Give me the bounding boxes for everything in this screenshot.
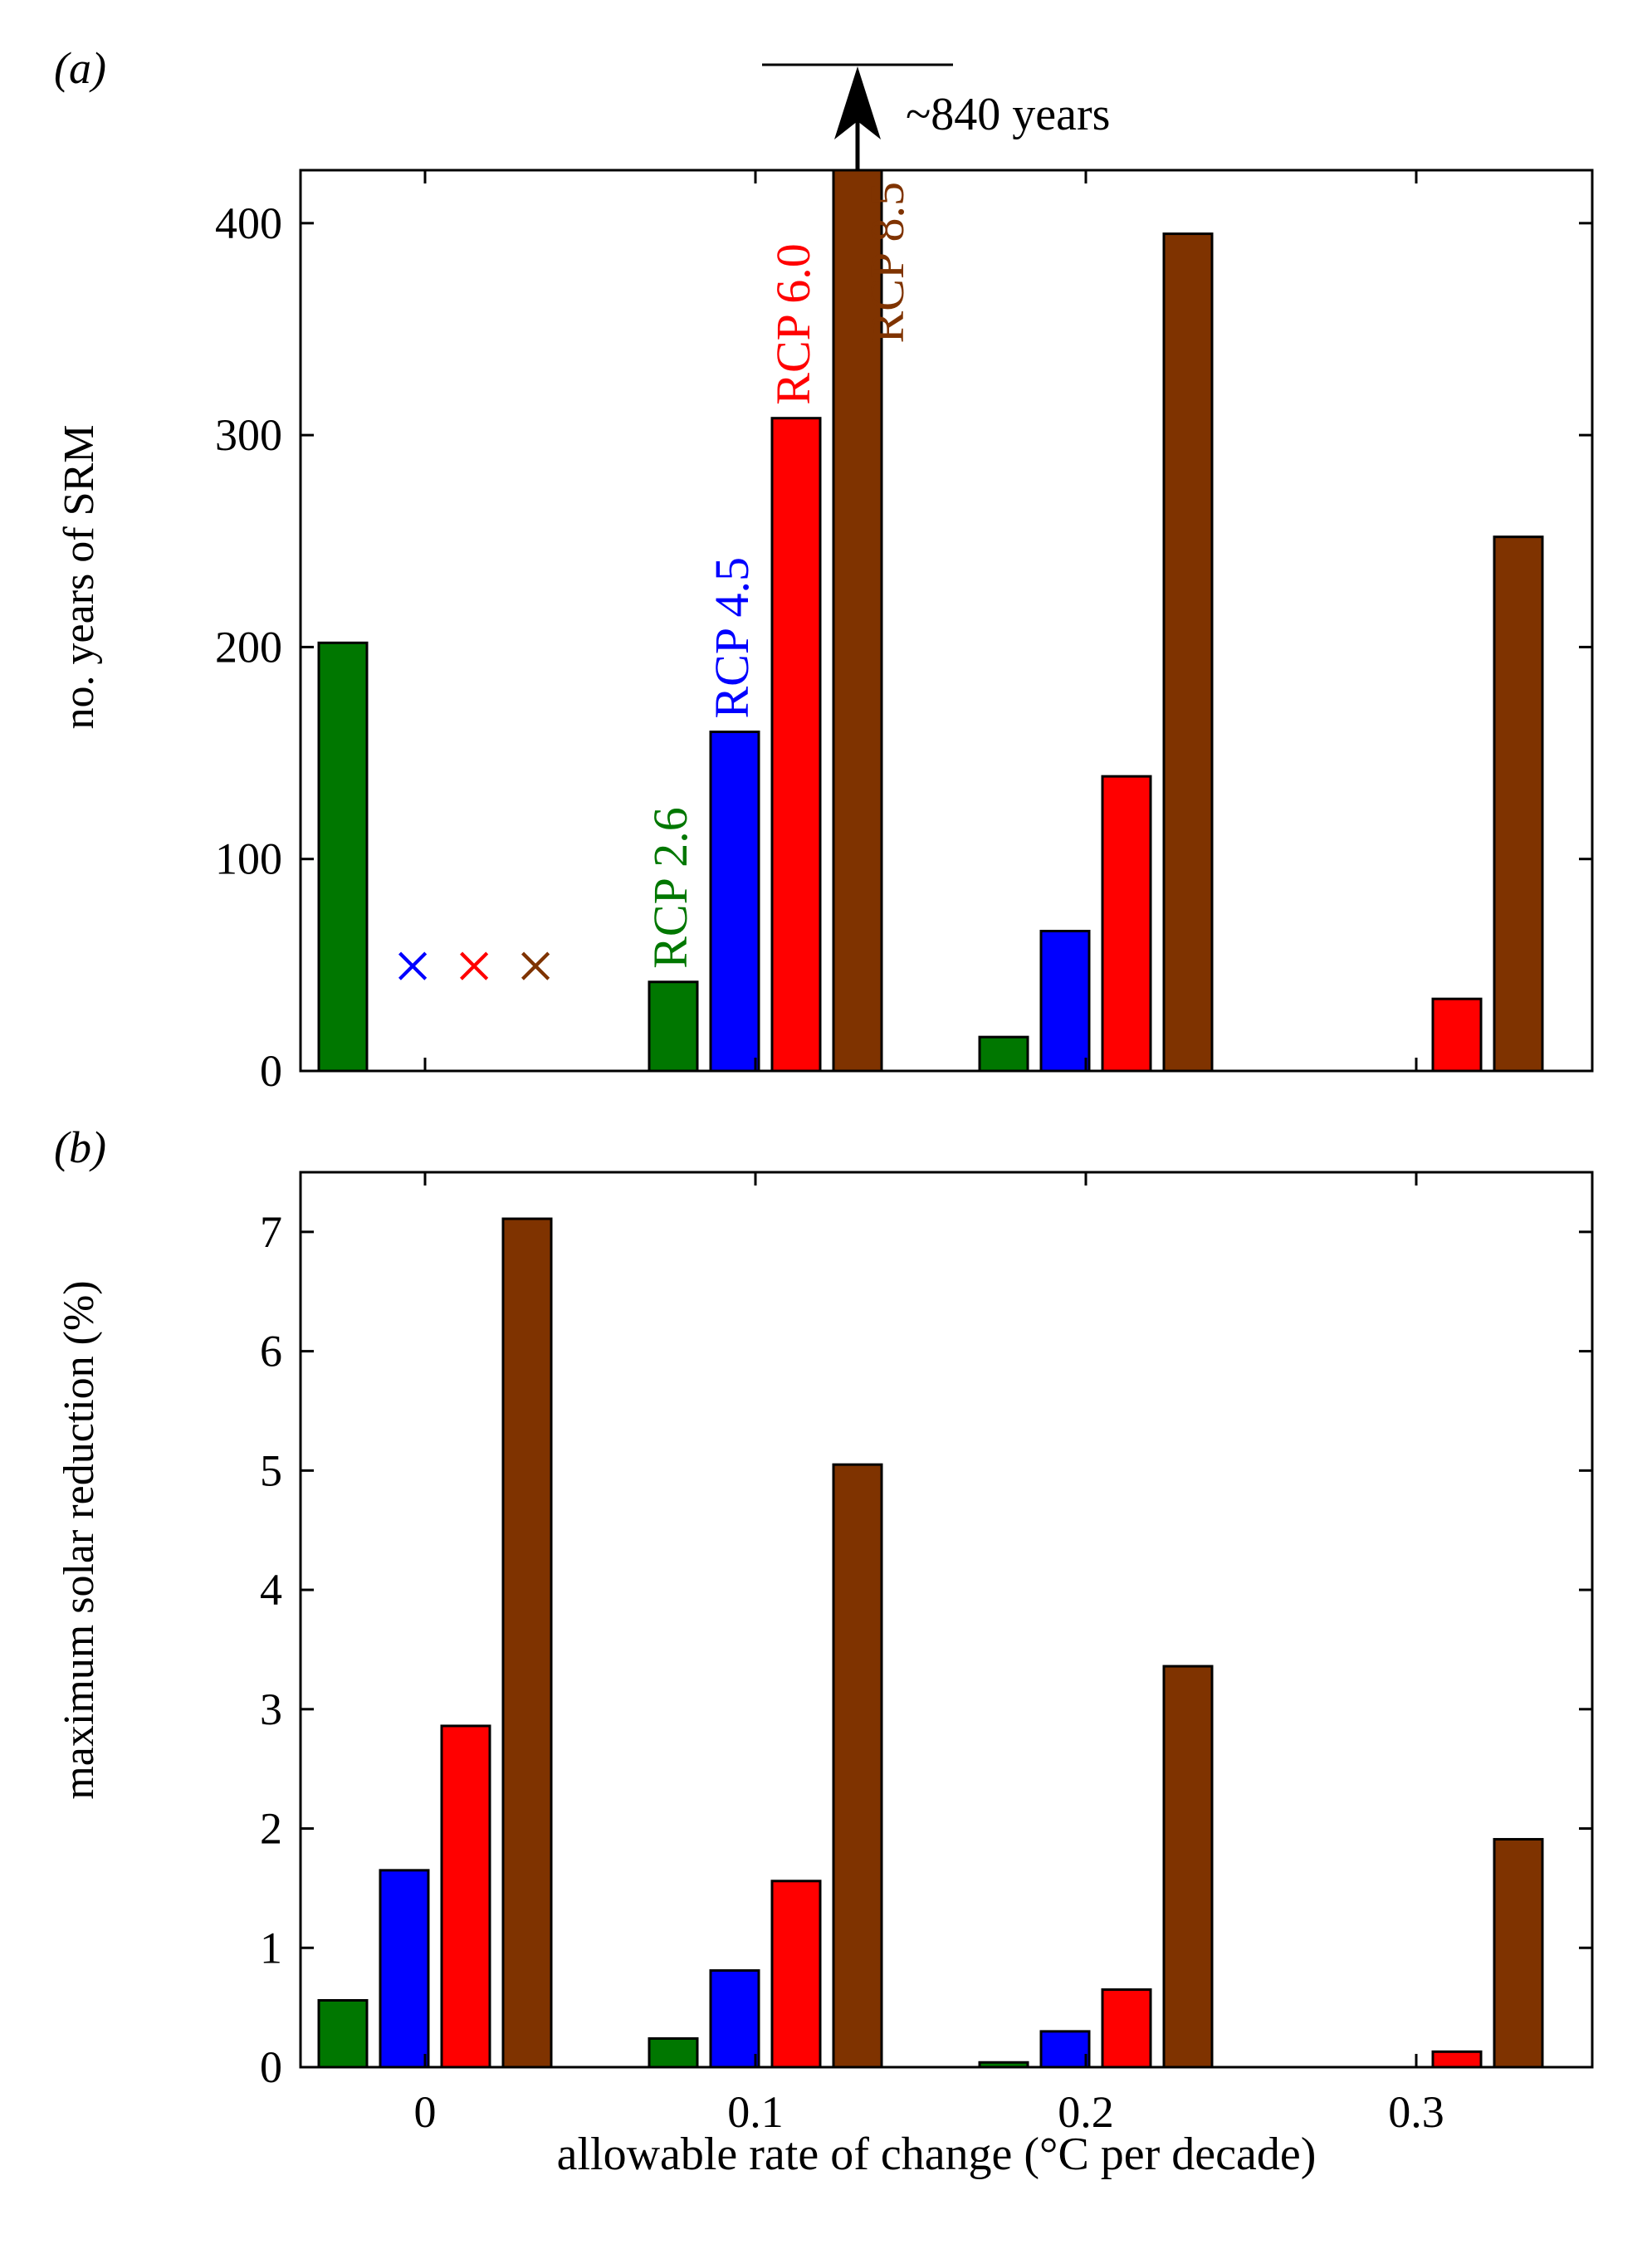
panel-a-series-label-rcp45: RCP 4.5 (705, 557, 759, 718)
panel-b-bar-rcp45-cat2 (1039, 2030, 1091, 2069)
panel-a-bar-rcp85-cat2 (1162, 232, 1214, 1073)
panel-a-y-axis-label: no. years of SRM (56, 425, 103, 730)
panel-b-bar-rcp85-cat2 (1162, 1665, 1214, 2069)
panel-b-ytick-label: 3 (260, 1684, 282, 1734)
panel-a-ytick-label: 0 (260, 1046, 282, 1096)
panel-a-ytick-label: 100 (215, 834, 282, 884)
panel-a-bar-rcp60-cat3 (1431, 997, 1483, 1073)
x-tick-label: 0.3 (1388, 2087, 1444, 2137)
panel-b-bar-rcp60-cat3 (1431, 2050, 1483, 2069)
panel-a-bar-rcp60-cat1 (770, 417, 822, 1073)
panel-b-ytick-label: 1 (260, 1923, 282, 1973)
panel-b-ytick-label: 7 (260, 1207, 282, 1257)
panel-b-axes-box (299, 1171, 1594, 2069)
panel-b-bar-rcp85-cat1 (832, 1463, 883, 2069)
panel-a-ytick-label: 300 (215, 410, 282, 460)
panel-b-solar-reduction-chart: (b) maximum solar reduction (%) allowabl… (54, 1122, 1594, 2180)
panel-b-bar-rcp26-cat0 (317, 1999, 369, 2069)
panel-a-ytick-label: 200 (215, 622, 282, 672)
panel-b-ytick-label: 6 (260, 1327, 282, 1376)
panel-a-bar-rcp85-cat3 (1493, 535, 1544, 1073)
panel-b-bar-rcp85-cat0 (501, 1217, 553, 2069)
panel-b-ytick-label: 2 (260, 1804, 282, 1854)
panel-b-label: (b) (54, 1122, 106, 1172)
panel-a-missing-marker: × (454, 927, 493, 1005)
panel-b-bar-rcp85-cat3 (1493, 1837, 1544, 2069)
panel-b-y-axis-label: maximum solar reduction (%) (56, 1280, 103, 1799)
panel-a-series-label-rcp60: RCP 6.0 (766, 243, 820, 404)
panel-a-missing-marker: × (516, 927, 555, 1005)
x-tick-label: 0 (414, 2087, 437, 2137)
panel-b-ytick-label: 4 (260, 1565, 282, 1615)
panel-a-annotation-arrowhead (834, 66, 881, 139)
panel-a-series-label-rcp26: RCP 2.6 (643, 807, 697, 968)
panel-a-missing-marker: × (393, 927, 432, 1005)
panel-a-bar-rcp45-cat1 (709, 731, 760, 1073)
panel-a-bar-rcp26-cat1 (648, 980, 699, 1073)
panel-a-ytick-label: 400 (215, 198, 282, 248)
panel-b-bar-rcp45-cat0 (379, 1869, 430, 2069)
panel-a-series-label-rcp85: RCP 8.5 (860, 182, 914, 343)
panel-a-axes-box (299, 169, 1594, 1073)
panel-a-bar-rcp45-cat2 (1039, 930, 1091, 1073)
x-tick-label: 0.2 (1058, 2087, 1114, 2137)
panel-b-bar-rcp60-cat2 (1101, 1988, 1152, 2069)
x-tick-label: 0.1 (727, 2087, 784, 2137)
panel-a-bar-rcp60-cat2 (1101, 775, 1152, 1073)
panel-a-label: (a) (54, 43, 106, 93)
panel-a-bar-rcp26-cat2 (978, 1035, 1029, 1073)
panel-b-ytick-label: 5 (260, 1445, 282, 1495)
panel-a-annotation-text: ~840 years (906, 89, 1110, 140)
x-axis-label: allowable rate of change (°C per decade) (557, 2129, 1317, 2180)
panel-b-bar-rcp26-cat1 (648, 2037, 699, 2069)
panel-a-bar-rcp85-cat1 (832, 169, 883, 1073)
panel-b-ytick-label: 0 (260, 2042, 282, 2092)
panel-b-bar-rcp60-cat1 (770, 1880, 822, 2069)
panel-b-bar-rcp60-cat0 (440, 1724, 491, 2069)
panel-b-bar-rcp45-cat1 (709, 1969, 760, 2069)
panel-a-bar-rcp26-cat0 (317, 641, 369, 1073)
panel-a-srm-years-chart: (a) no. years of SRM 0 100 200 300 400 × × × RCP… (54, 43, 1594, 1096)
